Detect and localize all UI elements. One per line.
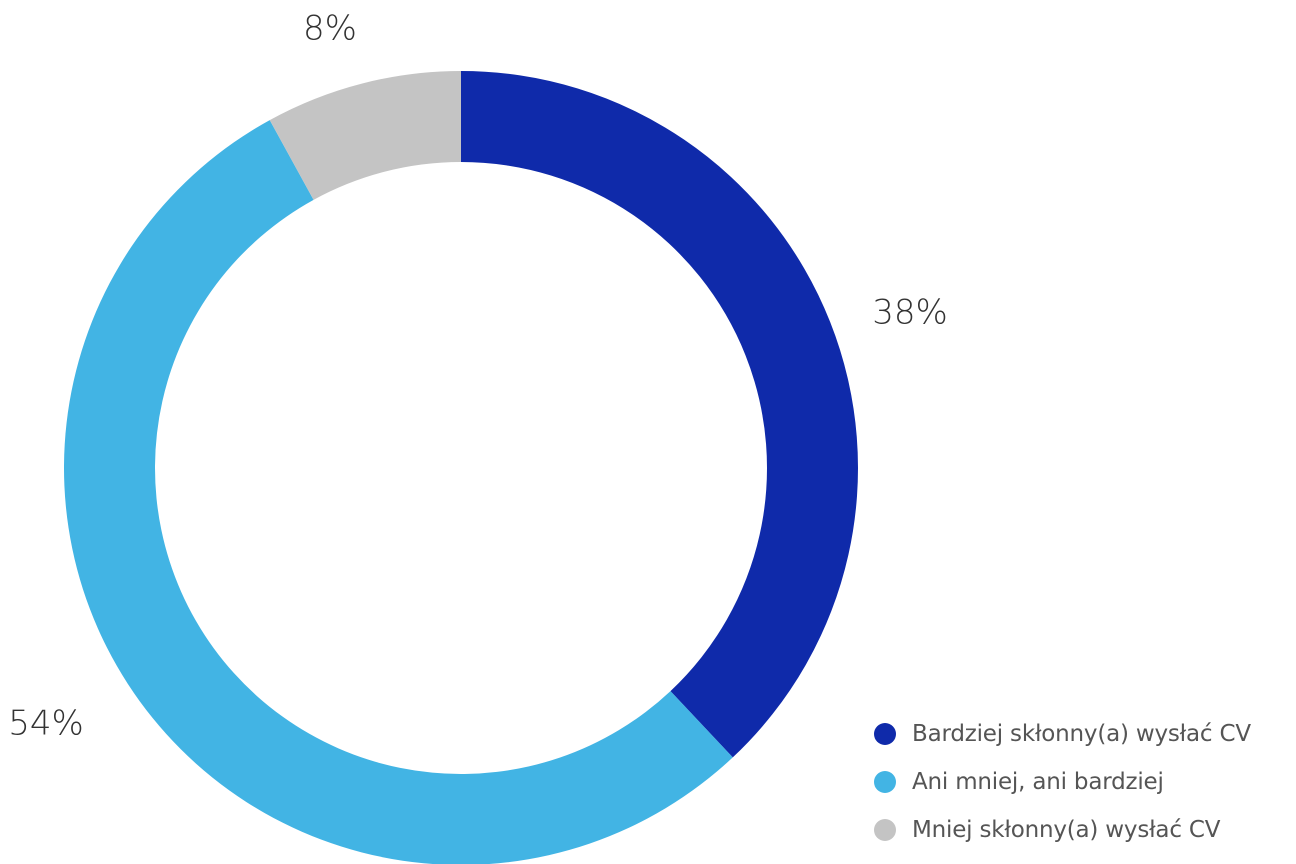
legend-label: Ani mniej, ani bardziej [912, 769, 1164, 795]
legend-label: Mniej skłonny(a) wysłać CV [912, 817, 1221, 843]
legend-marker-icon [874, 771, 896, 793]
donut-slice-2 [269, 71, 461, 200]
slice-label-2: 8% [303, 9, 357, 49]
slice-label-1: 54% [8, 704, 84, 744]
legend-item-0: Bardziej skłonny(a) wysłać CV [874, 710, 1289, 758]
legend: Bardziej skłonny(a) wysłać CV Ani mniej, … [874, 710, 1289, 854]
slice-label-0: 38% [872, 293, 948, 333]
legend-label: Bardziej skłonny(a) wysłać CV [912, 721, 1251, 747]
legend-item-2: Mniej skłonny(a) wysłać CV [874, 806, 1289, 854]
legend-item-1: Ani mniej, ani bardziej [874, 758, 1289, 806]
donut-slice-1 [64, 120, 733, 864]
legend-marker-icon [874, 819, 896, 841]
slice-labels: 38% 54% 8% [8, 9, 948, 744]
donut-slices [64, 71, 858, 864]
donut-slice-0 [461, 71, 858, 758]
legend-marker-icon [874, 723, 896, 745]
